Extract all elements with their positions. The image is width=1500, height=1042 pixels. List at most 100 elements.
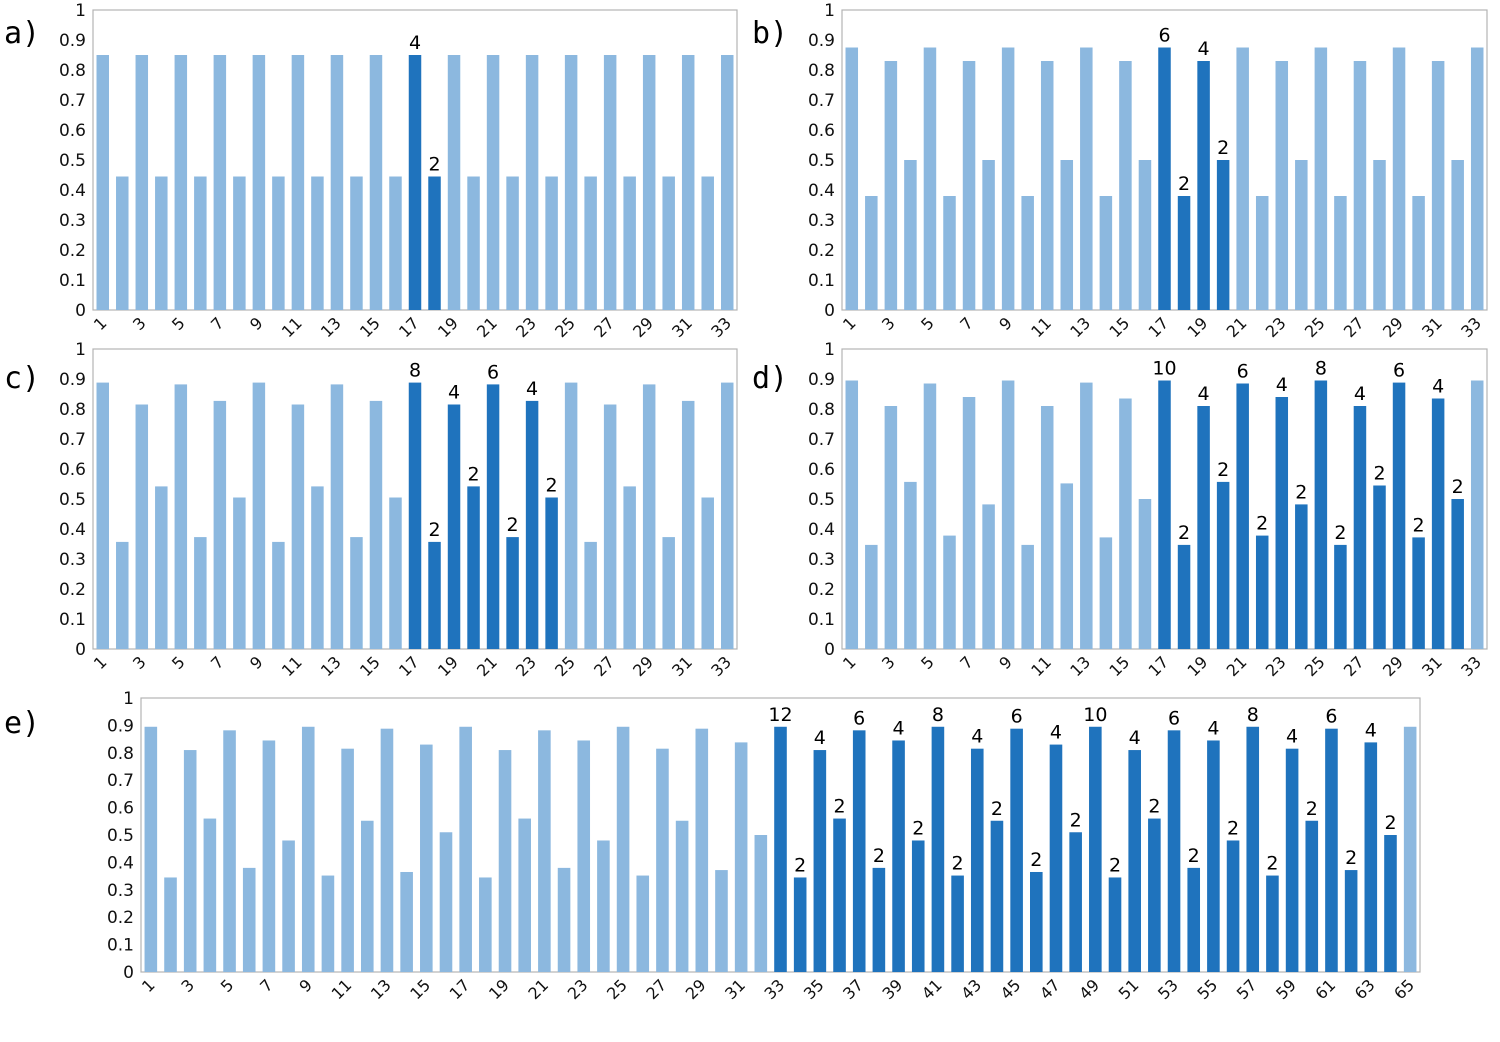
y-tick-label-c: 0.4 — [59, 520, 86, 540]
data-label-e-64: 2 — [1384, 812, 1396, 834]
x-tick-label-e: 21 — [524, 975, 552, 1003]
bar-b-4 — [904, 160, 917, 310]
bar-e-11 — [341, 748, 354, 972]
bar-b-25 — [1314, 47, 1328, 310]
bar-b-8 — [982, 160, 995, 310]
bar-a-13 — [330, 55, 344, 310]
x-tick-label-e: 9 — [295, 975, 316, 996]
y-tick-label-c: 0 — [75, 640, 86, 660]
bar-c-14 — [350, 537, 363, 649]
data-label-e-56: 2 — [1227, 817, 1239, 839]
bar-c-19 — [447, 404, 461, 649]
x-tick-label-e: 29 — [682, 975, 710, 1003]
data-label-e-53: 6 — [1168, 707, 1180, 729]
y-tick-label-a: 0.6 — [59, 121, 86, 141]
data-label-e-61: 6 — [1325, 706, 1337, 728]
y-tick-label-e: 0.6 — [107, 799, 134, 819]
x-tick-label-c: 33 — [707, 652, 735, 680]
y-tick-label-a: 1 — [75, 1, 86, 21]
x-tick-label-a: 9 — [246, 313, 267, 334]
y-tick-label-d: 0.5 — [808, 490, 835, 510]
bar-d-12 — [1060, 483, 1074, 649]
bar-c-13 — [330, 384, 344, 649]
bar-b-22 — [1255, 196, 1269, 310]
bar-c-11 — [291, 404, 305, 649]
data-label-e-60: 2 — [1306, 798, 1318, 820]
bar-e-33 — [774, 726, 787, 972]
bar-c-21 — [486, 384, 500, 649]
bar-c-30 — [662, 537, 675, 649]
bar-b-16 — [1138, 160, 1152, 310]
bar-d-14 — [1099, 537, 1113, 649]
data-label-e-46: 2 — [1030, 849, 1042, 871]
bar-a-22 — [506, 176, 519, 310]
bar-e-49 — [1089, 726, 1102, 972]
x-tick-label-e: 63 — [1351, 975, 1379, 1003]
x-tick-label-c: 11 — [278, 652, 306, 680]
bar-d-27 — [1353, 406, 1367, 649]
data-label-e-44: 2 — [991, 798, 1003, 820]
data-label-c-17: 8 — [409, 360, 421, 382]
bar-b-29 — [1392, 47, 1406, 310]
data-label-c-22: 2 — [507, 514, 519, 536]
y-tick-label-e: 0.1 — [107, 936, 134, 956]
bar-d-31 — [1431, 398, 1445, 649]
bar-e-10 — [321, 875, 335, 972]
bar-a-2 — [116, 176, 129, 310]
x-tick-label-b: 7 — [956, 313, 977, 334]
x-tick-label-e: 23 — [564, 975, 592, 1003]
bar-a-14 — [350, 176, 363, 310]
bar-d-21 — [1236, 383, 1249, 649]
bar-d-29 — [1392, 382, 1406, 649]
data-label-c-21: 6 — [487, 361, 499, 383]
y-tick-label-b: 0.9 — [808, 31, 835, 51]
bar-c-17 — [408, 382, 422, 649]
panel-label-a: a) — [4, 16, 40, 51]
bar-e-36 — [833, 818, 846, 972]
bar-d-10 — [1021, 544, 1034, 649]
y-tick-label-a: 0.3 — [59, 211, 86, 231]
bar-c-33 — [720, 382, 734, 649]
bar-e-34 — [793, 877, 807, 972]
bar-e-52 — [1148, 818, 1161, 972]
bar-e-21 — [538, 730, 551, 972]
bar-e-37 — [852, 730, 866, 972]
bar-c-26 — [584, 541, 597, 649]
x-tick-label-b: 9 — [995, 313, 1016, 334]
x-tick-label-a: 19 — [434, 313, 462, 341]
x-tick-label-e: 35 — [800, 975, 828, 1003]
data-label-e-45: 6 — [1011, 706, 1023, 728]
bar-e-2 — [164, 877, 177, 972]
x-tick-label-e: 61 — [1311, 975, 1339, 1003]
bar-d-22 — [1255, 535, 1269, 649]
x-tick-label-b: 3 — [878, 313, 899, 334]
y-tick-label-a: 0.4 — [59, 181, 86, 201]
x-tick-label-d: 13 — [1066, 652, 1094, 680]
bar-b-31 — [1431, 61, 1445, 310]
x-tick-label-e: 47 — [1036, 975, 1064, 1003]
x-tick-label-e: 53 — [1154, 975, 1182, 1003]
data-label-d-31: 4 — [1432, 376, 1444, 398]
y-tick-label-b: 0.5 — [808, 151, 835, 171]
data-label-e-52: 2 — [1148, 796, 1160, 818]
panel-e: e) 00.10.20.30.40.50.60.70.80.9112242624… — [4, 689, 1421, 1003]
bar-d-16 — [1138, 499, 1152, 649]
bar-a-11 — [291, 55, 305, 310]
bar-e-46 — [1030, 871, 1043, 972]
x-tick-label-a: 5 — [168, 313, 189, 334]
bar-b-23 — [1275, 61, 1289, 310]
x-tick-label-d: 31 — [1418, 652, 1446, 680]
bar-e-25 — [616, 726, 630, 972]
y-tick-label-d: 0.8 — [808, 400, 835, 420]
y-tick-label-c: 0.2 — [59, 580, 86, 600]
bar-a-32 — [701, 176, 714, 310]
bar-b-20 — [1216, 160, 1230, 310]
bar-d-28 — [1373, 485, 1386, 649]
y-tick-label-a: 0 — [75, 301, 86, 321]
bar-c-32 — [701, 497, 714, 649]
x-tick-label-b: 15 — [1105, 313, 1133, 341]
x-tick-label-c: 23 — [512, 652, 540, 680]
bar-e-29 — [695, 728, 709, 972]
data-label-d-23: 4 — [1276, 374, 1288, 396]
x-tick-label-e: 15 — [406, 975, 434, 1003]
